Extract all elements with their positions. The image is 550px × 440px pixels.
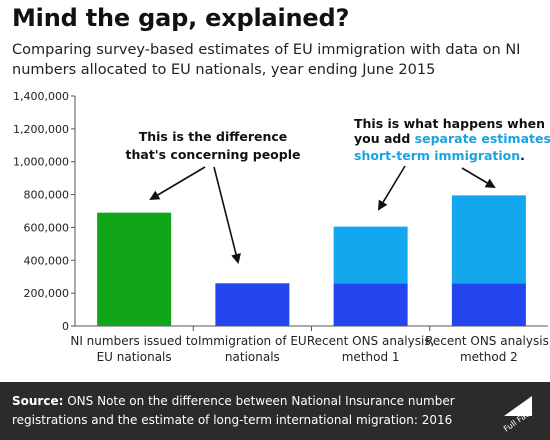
arrow-to-method1-bar <box>377 165 406 211</box>
bar-3-segment-2 <box>333 283 408 326</box>
footer: Source: ONS Note on the difference betwe… <box>0 382 550 440</box>
y-tick-label: 1,200,000 <box>13 123 69 136</box>
y-tick-label: 600,000 <box>24 221 70 234</box>
bar-3-segment-3 <box>333 226 408 284</box>
x-category-label: Immigration of EU <box>198 334 307 348</box>
x-category-label: method 2 <box>460 350 518 364</box>
y-tick-label: 1,400,000 <box>13 90 69 103</box>
annotation-right-plain: you add <box>354 131 415 146</box>
arrow-to-method2-bar <box>461 167 496 189</box>
y-tick-label: 400,000 <box>24 254 70 267</box>
annotation-left-line2: that's concerning people <box>126 147 301 162</box>
y-tick-label: 200,000 <box>24 287 70 300</box>
bar-1-segment-1 <box>97 212 172 326</box>
x-category-label: nationals <box>225 350 280 364</box>
arrow-to-immigration-bar <box>213 166 241 264</box>
x-category-label: Recent ONS analysis, <box>425 334 550 348</box>
annotation-right-highlight1: separate estimates of <box>415 131 550 146</box>
bar-chart: 0 200,000 400,000 600,000 800,000 1,000,000 1,… <box>13 90 550 364</box>
full-fact-logo: Full Fact <box>502 396 534 434</box>
source-label: Source: <box>12 394 64 408</box>
y-tick-label: 0 <box>62 320 69 333</box>
bar-2-segment-2 <box>215 283 290 326</box>
annotation-right-line1: This is what happens when <box>354 116 545 131</box>
source-note: Source: ONS Note on the difference betwe… <box>12 392 482 430</box>
annotation-right-line3: short-term immigration. <box>354 148 525 163</box>
x-category-label: EU nationals <box>97 350 172 364</box>
source-text: ONS Note on the difference between Natio… <box>12 394 455 427</box>
bar-4-segment-3 <box>451 195 526 284</box>
annotation-right-end: . <box>520 148 525 163</box>
annotation-right-highlight2: short-term immigration <box>354 148 520 163</box>
x-category-label: NI numbers issued to <box>70 334 198 348</box>
bar-4-segment-2 <box>451 283 526 326</box>
chart-subtitle: Comparing survey-based estimates of EU i… <box>12 42 521 78</box>
annotation-right-line2: you add separate estimates of <box>354 131 550 146</box>
y-tick-label: 1,000,000 <box>13 156 69 169</box>
y-tick-label: 800,000 <box>24 189 70 202</box>
arrow-to-ni-bar <box>149 166 206 201</box>
chart-title: Mind the gap, explained? <box>12 4 350 32</box>
x-category-label: method 1 <box>342 350 400 364</box>
annotation-left-line1: This is the difference <box>139 129 288 144</box>
x-category-label: Recent ONS analysis, <box>307 334 435 348</box>
